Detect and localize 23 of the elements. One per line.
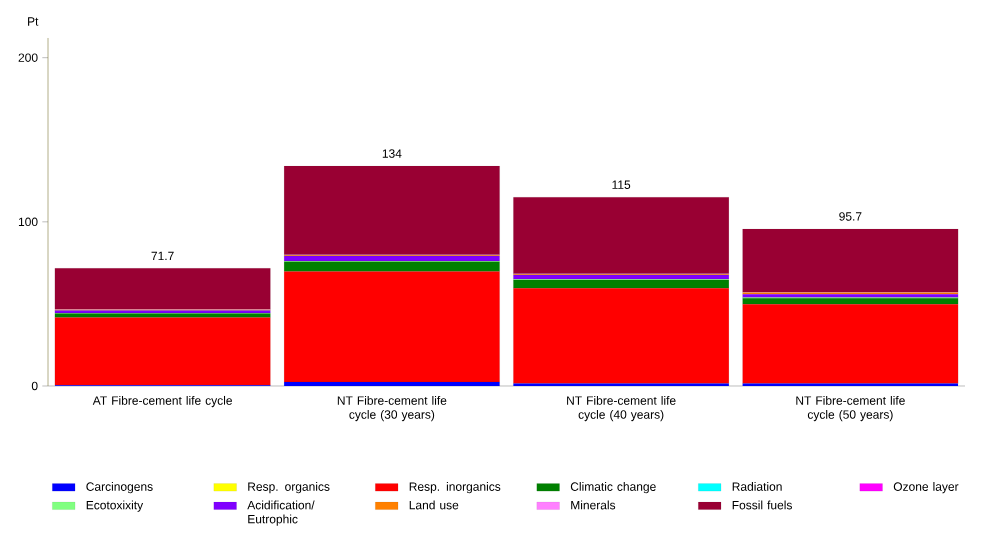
y-axis-title: Pt	[28, 17, 39, 26]
legend-label: Carcinogens	[86, 482, 153, 494]
total-label: 115	[612, 180, 631, 189]
legend-label: Acidification/ Eutrophic	[247, 500, 315, 526]
x-tick-label: AT Fibre-cement life cycle	[92, 395, 232, 408]
x-tick-label: NT Fibre-cement life cycle (30 years)	[337, 395, 447, 422]
total-label: 95.7	[839, 212, 862, 221]
legend-label: Fossil fuels	[732, 500, 792, 510]
legend-label: Resp. organics	[248, 482, 330, 494]
total-label: 134	[382, 149, 402, 158]
legend-label: Ecotoxixity	[86, 500, 144, 512]
total-label: 71.7	[151, 251, 174, 261]
legend-label: Resp. inorganics	[409, 482, 501, 494]
x-tick-label: NT Fibre-cement life cycle (50 years)	[796, 395, 905, 422]
legend-label: Climatic change	[570, 482, 656, 494]
y-tick-label: 0	[31, 381, 38, 391]
y-tick-label: 100	[18, 217, 38, 227]
legend-label: Minerals	[571, 500, 616, 510]
legend-label: Ozone layer	[893, 482, 959, 494]
legend-label: Land use	[409, 500, 459, 510]
x-tick-label: NT Fibre-cement life cycle (40 years)	[567, 395, 676, 422]
legend-label: Radiation	[732, 482, 782, 491]
y-tick-label: 200	[18, 53, 38, 62]
